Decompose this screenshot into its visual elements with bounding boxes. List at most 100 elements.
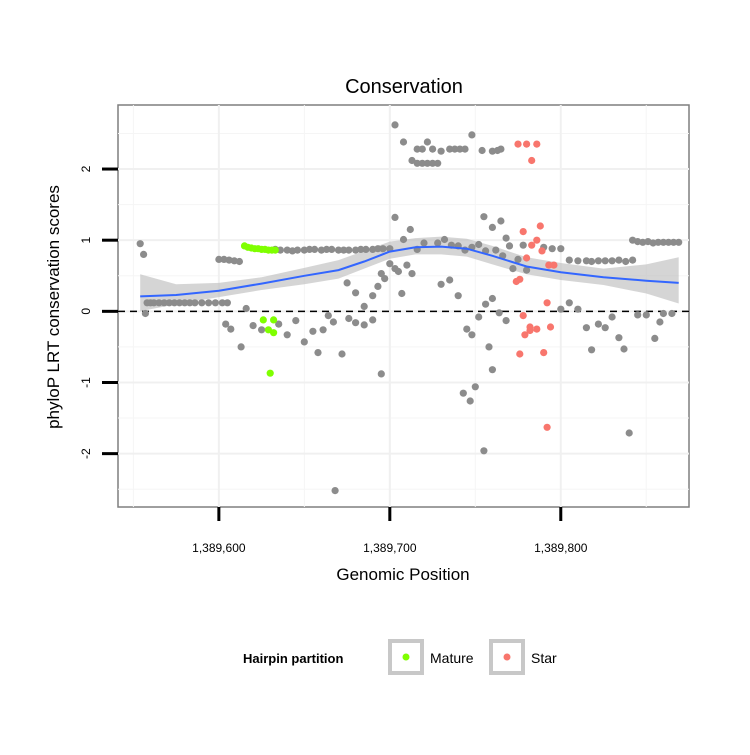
- point-star: [519, 228, 527, 236]
- point-other: [594, 320, 603, 328]
- point-other: [423, 159, 431, 167]
- point-star: [528, 156, 536, 165]
- point-other: [451, 145, 459, 153]
- legend-title: Hairpin partition: [243, 651, 343, 666]
- point-other: [519, 241, 527, 249]
- legend-label-mature: Mature: [430, 650, 474, 666]
- smooth-line: [140, 245, 679, 298]
- point-other: [622, 257, 630, 266]
- point-other: [588, 346, 596, 354]
- point-other: [463, 325, 471, 333]
- point-other: [391, 213, 399, 221]
- point-star: [519, 312, 527, 320]
- point-other: [338, 350, 346, 358]
- point-other: [399, 235, 408, 244]
- x-tick-label: 1,389,600: [192, 541, 246, 555]
- point-star: [533, 140, 541, 148]
- x-tick-label: 1,389,800: [534, 541, 588, 555]
- axes-layer: 1,389,600 1,389,700 1,389,800 -2 -1 0 1 2: [79, 165, 588, 555]
- point-other: [429, 145, 437, 153]
- point-other: [329, 318, 337, 326]
- point-other: [374, 245, 382, 253]
- point-other: [311, 245, 319, 253]
- point-other: [334, 246, 343, 254]
- point-star: [516, 350, 524, 358]
- point-star: [521, 331, 529, 339]
- point-other: [408, 270, 416, 278]
- point-other: [175, 299, 184, 307]
- point-other: [582, 324, 591, 332]
- point-other: [557, 305, 565, 313]
- point-mature: [266, 369, 274, 377]
- point-other: [283, 331, 291, 339]
- point-other: [565, 299, 573, 307]
- point-other: [165, 299, 173, 307]
- point-other: [588, 257, 596, 266]
- point-mature: [259, 316, 267, 324]
- point-other: [497, 217, 505, 225]
- point-star: [514, 140, 522, 148]
- point-other: [488, 294, 496, 303]
- point-other: [502, 234, 510, 242]
- point-other: [654, 238, 662, 246]
- point-other: [374, 282, 382, 290]
- point-other: [634, 311, 642, 319]
- point-other: [565, 256, 573, 264]
- y-tick-label: -2: [79, 448, 93, 459]
- point-other: [461, 145, 469, 153]
- point-other: [514, 255, 522, 263]
- point-other: [377, 370, 385, 378]
- point-other: [478, 146, 486, 155]
- point-other: [523, 266, 531, 274]
- point-other: [198, 299, 206, 307]
- point-other: [406, 225, 414, 234]
- point-other: [642, 311, 650, 319]
- point-other: [215, 255, 223, 263]
- point-other: [418, 159, 426, 167]
- y-tick-label: 0: [79, 308, 93, 315]
- x-axis-label: Genomic Position: [336, 565, 469, 584]
- point-other: [434, 159, 442, 167]
- point-other: [160, 299, 168, 307]
- point-other: [323, 245, 331, 253]
- point-other: [360, 321, 368, 329]
- point-other: [181, 299, 189, 307]
- point-other: [509, 265, 517, 273]
- point-other: [459, 389, 467, 397]
- point-other: [615, 334, 623, 342]
- point-other: [492, 246, 500, 254]
- point-star: [512, 277, 520, 286]
- smooth-line-layer: [140, 245, 679, 298]
- point-star: [533, 325, 541, 333]
- point-other: [423, 138, 431, 146]
- point-other: [369, 292, 377, 300]
- point-other: [140, 250, 148, 258]
- point-other: [345, 314, 353, 323]
- point-other: [345, 246, 353, 254]
- point-other: [227, 325, 235, 333]
- point-other: [488, 366, 496, 374]
- y-tick-label: 1: [79, 237, 93, 244]
- point-other: [656, 318, 664, 326]
- point-other: [275, 320, 283, 328]
- point-other: [352, 319, 360, 327]
- point-other: [360, 302, 368, 310]
- point-other: [625, 429, 633, 437]
- point-star: [533, 236, 541, 244]
- point-other: [434, 239, 442, 247]
- point-other: [629, 256, 637, 264]
- point-other: [502, 317, 510, 325]
- point-other: [495, 309, 503, 317]
- point-other: [242, 304, 250, 313]
- legend: Hairpin partition Mature Star: [243, 639, 557, 675]
- point-other: [362, 245, 370, 253]
- point-other: [418, 145, 426, 153]
- point-star: [523, 140, 531, 148]
- x-tick-label: 1,389,700: [363, 541, 417, 555]
- point-mature: [270, 316, 278, 324]
- point-star: [543, 299, 551, 307]
- point-other: [379, 245, 387, 253]
- point-other: [413, 159, 421, 167]
- point-other: [394, 267, 402, 276]
